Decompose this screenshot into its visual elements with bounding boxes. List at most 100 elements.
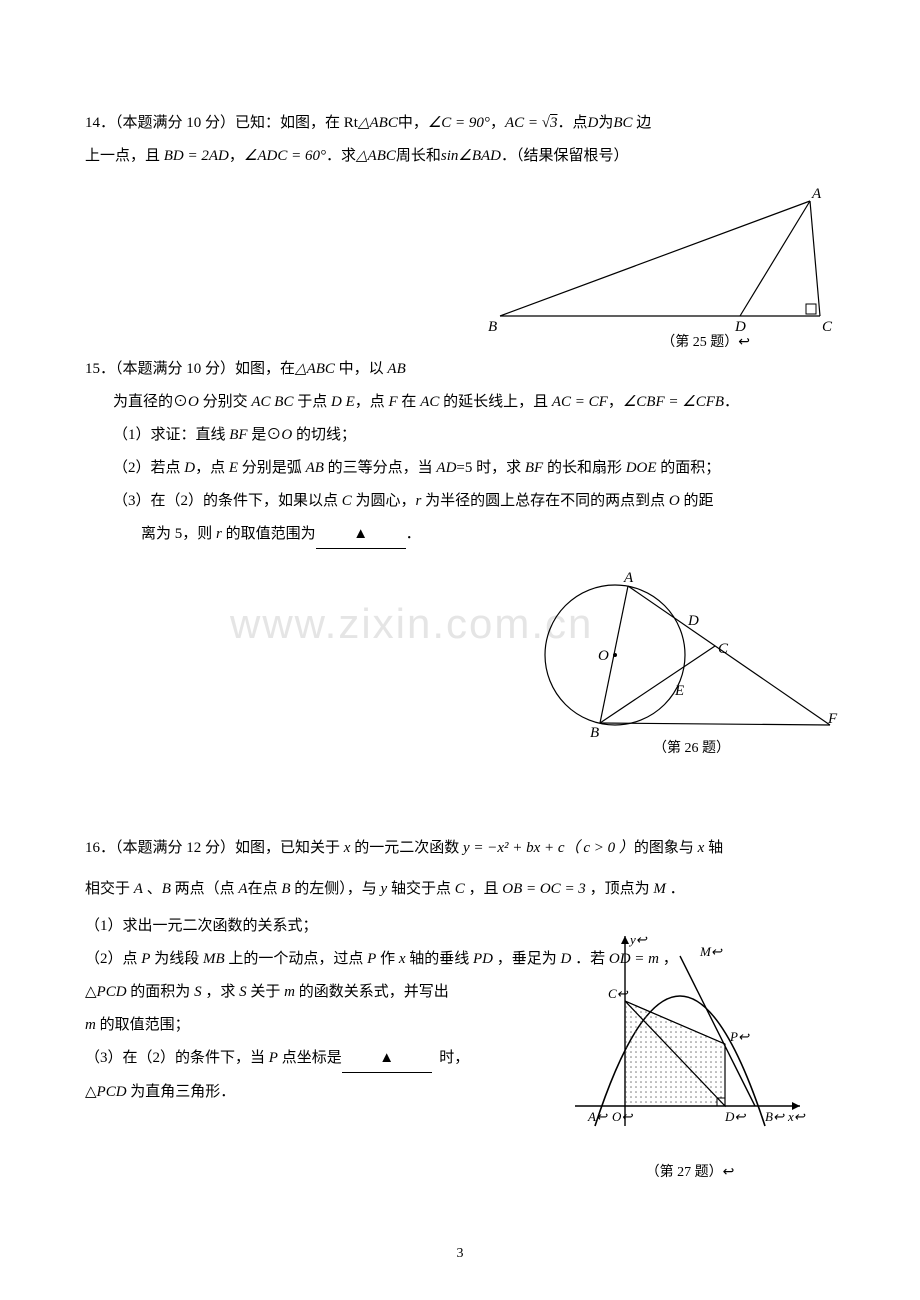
q15-olab: O (669, 493, 680, 509)
q15-p2b: ，点 (195, 460, 229, 476)
q14-line2: 上一点，且 BD = 2AD，∠ADC = 60°．求△ABC周长和sin∠BA… (85, 143, 840, 170)
q15-dot: ． (724, 394, 739, 410)
q16-p2b: 为线段 (150, 951, 203, 967)
q16-p2a: （2）点 (85, 951, 141, 967)
q15-num: 15． (85, 361, 115, 377)
q16-pd: PD (473, 951, 493, 967)
q16-dey: 的一元二次函数 (350, 840, 463, 856)
q15-elab: E (229, 460, 238, 476)
q15-fenbie: 分别交 (199, 394, 252, 410)
q15-p1c: 的切线； (292, 427, 356, 443)
q15-dlab: D (184, 460, 195, 476)
q14-abc2: △ABC (356, 148, 396, 164)
q16-l2g: ，顶点为 (586, 881, 654, 897)
q15-doe: DOE (626, 460, 657, 476)
q14-ac-eq: AC = √3 (505, 115, 558, 131)
q15-p3l1: （3）在（2）的条件下，如果以点 C 为圆心，r 为半径的圆上总存在不同的两点到… (85, 488, 840, 515)
q14-bian: 边 (633, 115, 652, 131)
q15-bf: BF (229, 427, 247, 443)
q16-p2i: △ (85, 984, 97, 1000)
q14-bc: BC (613, 115, 632, 131)
q15-p3g: ． (406, 526, 421, 542)
q14-fig-label: （第 25 题）↩ (661, 331, 750, 351)
q15-fig-C: C (718, 641, 729, 657)
q15-p3f: 的取值范围为 (222, 526, 316, 542)
q16-l2c: 在点 (248, 881, 282, 897)
q16-figure: A↩ B↩ C↩ D↩ M↩ O↩ P↩ x↩ y↩ (570, 926, 810, 1156)
q15-p1b: 是⊙ (248, 427, 282, 443)
q15-yanchang: 的延长线上，且 (439, 394, 552, 410)
q16-p2e: 轴的垂线 (406, 951, 474, 967)
q15-aceqcf: AC = CF (552, 394, 608, 410)
q15-clab: C (342, 493, 352, 509)
q14-d: D (588, 115, 599, 131)
q15-line2: 为直径的⊙O 分别交 AC BC 于点 D E，点 F 在 AC 的延长线上，且… (85, 389, 840, 416)
q16-p1-txt: （1）求出一元二次函数的关系式； (85, 918, 318, 934)
q16-blank: ▲ (342, 1045, 432, 1073)
q16-fig-M: M↩ (699, 944, 723, 959)
q15-p3e: 离为 5，则 (141, 526, 216, 542)
q16-l2a: 相交于 (85, 881, 134, 897)
q15-fig-F: F (827, 711, 838, 727)
q16-fig-y: y↩ (628, 932, 648, 947)
q16-m2: m (284, 984, 295, 1000)
q16-line2: 相交于 A 、B 两点（点 A在点 B 的左侧），与 y 轴交于点 C ，且 O… (85, 876, 840, 903)
q15-angles: ∠CBF = ∠CFB (623, 394, 724, 410)
q14-angC: ∠C = 90° (428, 115, 490, 131)
q14-line1: 14．（本题满分 10 分）已知：如图，在 Rt△ABC中，∠C = 90°，A… (85, 110, 840, 137)
q16-head: （本题满分 12 分）如图，已知关于 (115, 840, 344, 856)
q16-mb: MB (203, 951, 225, 967)
q16-x3: x (399, 951, 406, 967)
q16-fig-C: C↩ (608, 986, 629, 1001)
q15-yu: 于点 (293, 394, 331, 410)
q15-abc: △ABC (295, 361, 335, 377)
q15-p2f: 的面积； (657, 460, 721, 476)
q15-p2d: 的三等分点，当 (324, 460, 437, 476)
q15-l2: 为直径的⊙ (113, 394, 188, 410)
q14-qiu: ．求 (326, 148, 356, 164)
q16-p3a: （3）在（2）的条件下，当 (85, 1050, 269, 1066)
q16-fig-O: O↩ (612, 1109, 633, 1124)
q15-p2a: （2）若点 (113, 460, 184, 476)
q14-zc: 周长和 (396, 148, 441, 164)
page-number: 3 (0, 1246, 920, 1262)
q15-p3d: 的距 (680, 493, 714, 509)
q14-c1: ， (490, 115, 505, 131)
q15-p3b: 为圆心， (352, 493, 416, 509)
q16-num: 16． (85, 840, 115, 856)
q15-p1a: （1）求证：直线 (113, 427, 229, 443)
q14-head: （本题满分 10 分）已知：如图，在 Rt (115, 115, 358, 131)
q16-fig-D: D↩ (724, 1109, 746, 1124)
q16-a: A (134, 881, 143, 897)
q14-l2a: 上一点，且 (85, 148, 164, 164)
q15-fig-A: A (623, 570, 634, 586)
q16-p2l: 关于 (247, 984, 285, 1000)
q14-c2: ， (229, 148, 244, 164)
q14-mid1: 中， (398, 115, 428, 131)
q16-yexpr: y = −x² + bx + c (463, 840, 565, 856)
q15-ab: AB (387, 361, 405, 377)
q14-adc: ∠ADC = 60° (244, 148, 326, 164)
q16-s: S (194, 984, 202, 1000)
q16-p2: P (367, 951, 376, 967)
q15-o2: O (281, 427, 292, 443)
q15-eq5: =5 时，求 (456, 460, 524, 476)
q16-fig-A: A↩ (587, 1109, 608, 1124)
q16-fig-B: B↩ (765, 1109, 785, 1124)
q16-l2b: 两点（点 (171, 881, 239, 897)
q16-pcd: PCD (97, 984, 127, 1000)
q14-fig-B: B (488, 319, 497, 335)
q16-p2d: 作 (376, 951, 399, 967)
q15-p2c: 分别是弧 (238, 460, 306, 476)
q16-p2f: ，垂足为 (493, 951, 561, 967)
q16-fig-label: （第 27 题）↩ (570, 1161, 810, 1181)
q14-num: 14． (85, 115, 115, 131)
q15-dianf: ，点 (355, 394, 389, 410)
q16-detu: 的图象与 (634, 840, 698, 856)
q15-figure-wrap: A B C D E F O （第 26 题） (85, 555, 840, 765)
q15-p2: （2）若点 D，点 E 分别是弧 AB 的三等分点，当 AD=5 时，求 BF … (85, 455, 840, 482)
q16-zhou: 轴 (704, 840, 723, 856)
q15-f: F (389, 394, 398, 410)
q16-p2m: 的函数关系式，并写出 (295, 984, 449, 1000)
q15-p3c: 为半径的圆上总存在不同的两点到点 (421, 493, 669, 509)
